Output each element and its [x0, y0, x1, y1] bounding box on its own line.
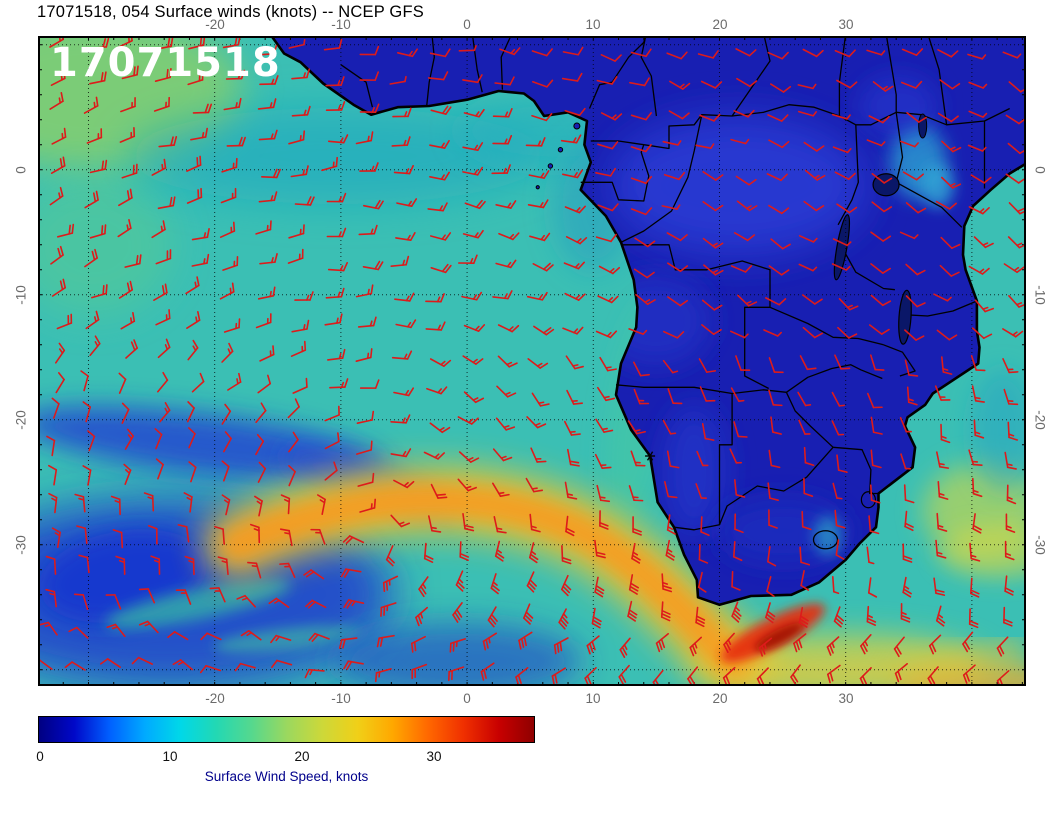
y-tick-right: -30 [1032, 535, 1048, 555]
colorbar-tick: 0 [36, 749, 44, 764]
x-tick-bottom: 0 [463, 691, 471, 706]
x-tick-top: 10 [585, 17, 601, 32]
x-tick-bottom: 20 [712, 691, 728, 706]
colorbar-gradient [38, 716, 535, 743]
x-tick-top: -20 [205, 17, 225, 32]
y-tick-right: -10 [1032, 285, 1048, 305]
country-borders-layer [340, 36, 1010, 550]
y-tick-left: -20 [13, 410, 29, 430]
station-marker-icon [645, 451, 656, 461]
wind-map-svg [38, 36, 1026, 686]
wind-barbs-layer [38, 36, 1026, 686]
islands-layer [535, 122, 581, 190]
y-tick-right: -20 [1032, 410, 1048, 430]
x-tick-bottom: 30 [838, 691, 854, 706]
x-tick-bottom: 10 [585, 691, 601, 706]
y-tick-left: 0 [13, 166, 29, 174]
x-tick-top: -10 [331, 17, 351, 32]
colorbar-tick: 30 [426, 749, 442, 764]
x-tick-top: 30 [838, 17, 854, 32]
colorbar-tick: 10 [162, 749, 178, 764]
page-title: 17071518, 054 Surface winds (knots) -- N… [37, 3, 424, 21]
x-tick-bottom: -20 [205, 691, 225, 706]
x-tick-top: 20 [712, 17, 728, 32]
map-canvas [38, 36, 1026, 686]
y-tick-left: -10 [13, 285, 29, 305]
y-tick-right: 0 [1032, 166, 1048, 174]
run-id-label: 17071518 [50, 40, 281, 86]
x-tick-bottom: -10 [331, 691, 351, 706]
map-frame [38, 36, 1026, 686]
colorbar-label: Surface Wind Speed, knots [204, 769, 369, 784]
x-tick-top: 0 [463, 17, 471, 32]
colorbar-tick: 20 [294, 749, 310, 764]
y-tick-left: -30 [13, 535, 29, 555]
